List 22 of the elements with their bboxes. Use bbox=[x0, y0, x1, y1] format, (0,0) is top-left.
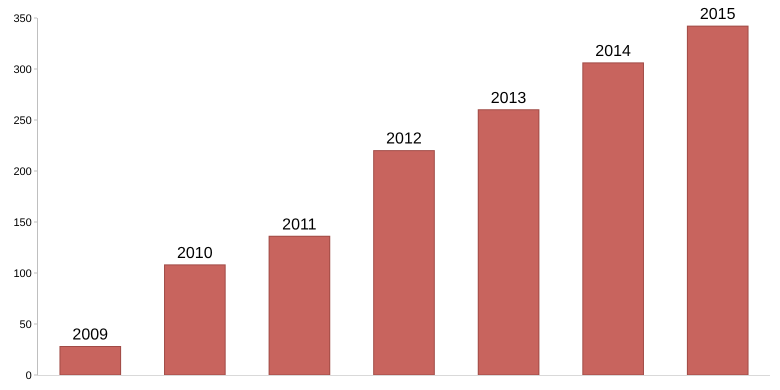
x-tick-label: 2009 bbox=[72, 326, 108, 344]
x-tick-label: 2014 bbox=[595, 42, 631, 60]
bar bbox=[164, 264, 226, 375]
y-tick-label: 350 bbox=[13, 12, 32, 25]
bar bbox=[478, 109, 540, 375]
y-tick-label: 250 bbox=[13, 114, 32, 127]
y-tick-label: 0 bbox=[26, 370, 32, 382]
x-tick-label: 2012 bbox=[386, 130, 422, 148]
bar bbox=[268, 236, 330, 375]
bar bbox=[59, 346, 122, 375]
bar bbox=[582, 62, 644, 375]
bar bbox=[373, 150, 435, 375]
bar bbox=[686, 26, 749, 375]
y-tick-label: 100 bbox=[13, 268, 32, 280]
x-tick-label: 2015 bbox=[700, 6, 736, 24]
y-tick-label: 50 bbox=[20, 318, 32, 331]
y-tick-label: 150 bbox=[13, 216, 32, 229]
x-tick-label: 2013 bbox=[490, 90, 526, 107]
x-tick-label: 2011 bbox=[282, 216, 317, 234]
y-tick-label: 200 bbox=[13, 166, 32, 178]
y-tick-label: 300 bbox=[13, 64, 32, 76]
x-tick-label: 2010 bbox=[177, 244, 213, 262]
